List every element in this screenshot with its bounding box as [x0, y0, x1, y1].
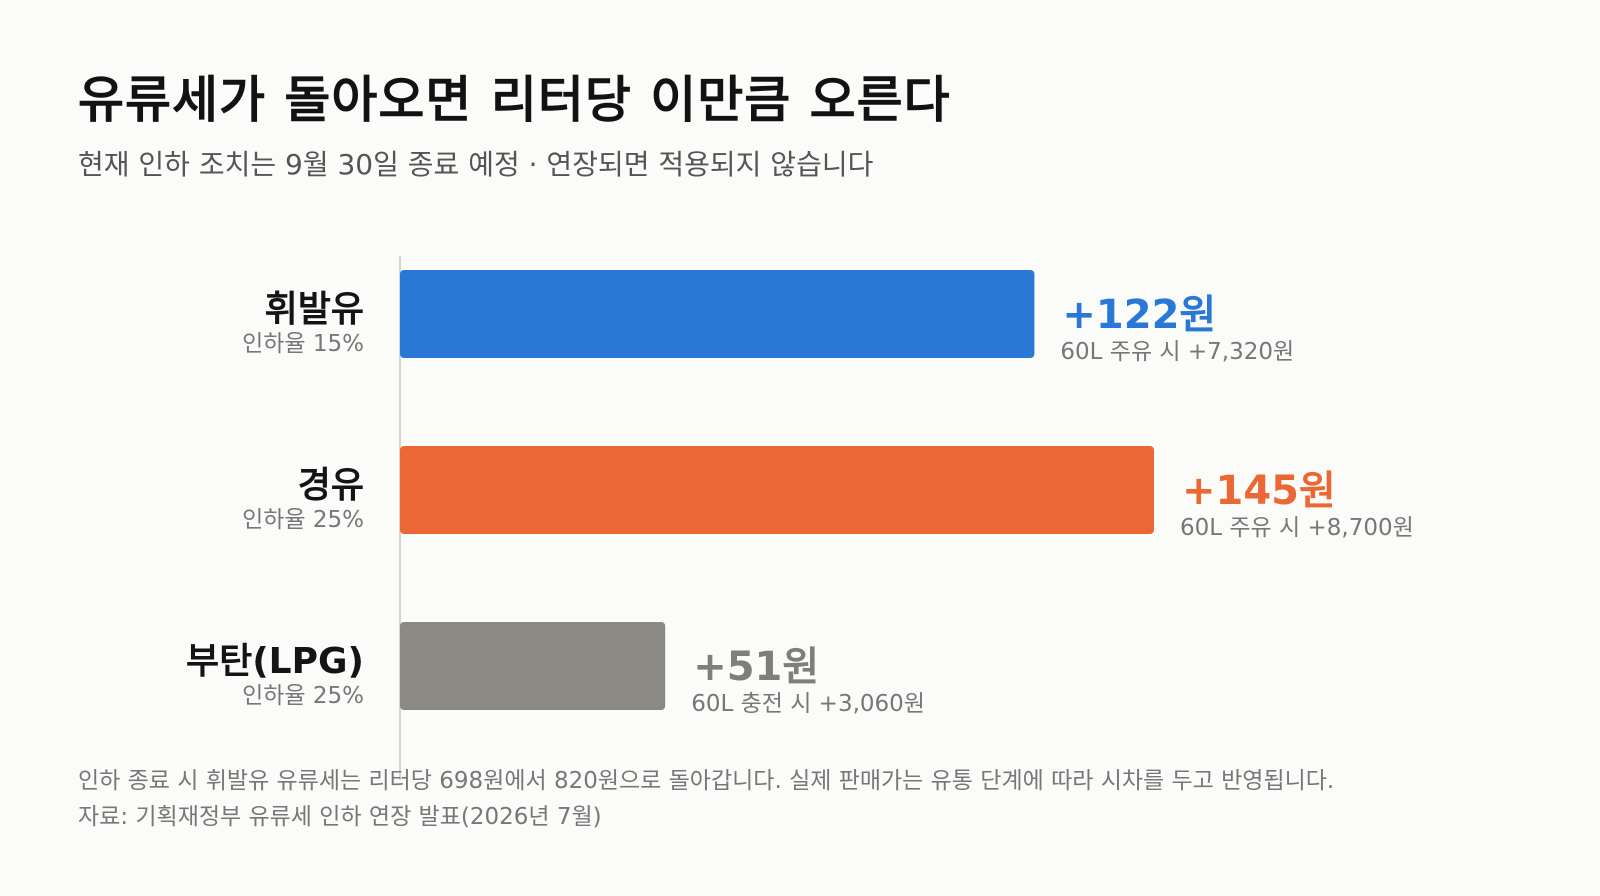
footnote-source: 자료: 기획재정부 유류세 인하 연장 발표(2026년 7월)	[78, 804, 602, 830]
category-label-1: 경유	[297, 465, 364, 506]
bar-2	[400, 622, 666, 710]
category-note-2: 인하율 25%	[242, 683, 364, 709]
category-note-0: 인하율 15%	[242, 331, 364, 357]
bar-1	[400, 446, 1154, 534]
value-note-0: 60L 주유 시 +7,320원	[1060, 339, 1295, 365]
value-note-1: 60L 주유 시 +8,700원	[1180, 515, 1414, 541]
chart-title: 유류세가 돌아오면 리터당 이만큼 오른다	[78, 71, 951, 129]
category-label-0: 휘발유	[264, 289, 364, 330]
footnote-note: 인하 종료 시 휘발유 유류세는 리터당 698원에서 820원으로 돌아갑니다…	[78, 768, 1335, 794]
category-note-1: 인하율 25%	[242, 507, 364, 533]
value-label-2: +51원	[693, 644, 820, 690]
category-label-2: 부탄(LPG)	[185, 641, 364, 682]
chart-subtitle: 현재 인하 조치는 9월 30일 종료 예정 · 연장되면 적용되지 않습니다	[78, 148, 874, 181]
bar-0	[400, 270, 1035, 358]
value-label-0: +122원	[1062, 292, 1217, 338]
value-label-1: +145원	[1182, 468, 1336, 514]
value-note-2: 60L 충전 시 +3,060원	[691, 691, 925, 717]
